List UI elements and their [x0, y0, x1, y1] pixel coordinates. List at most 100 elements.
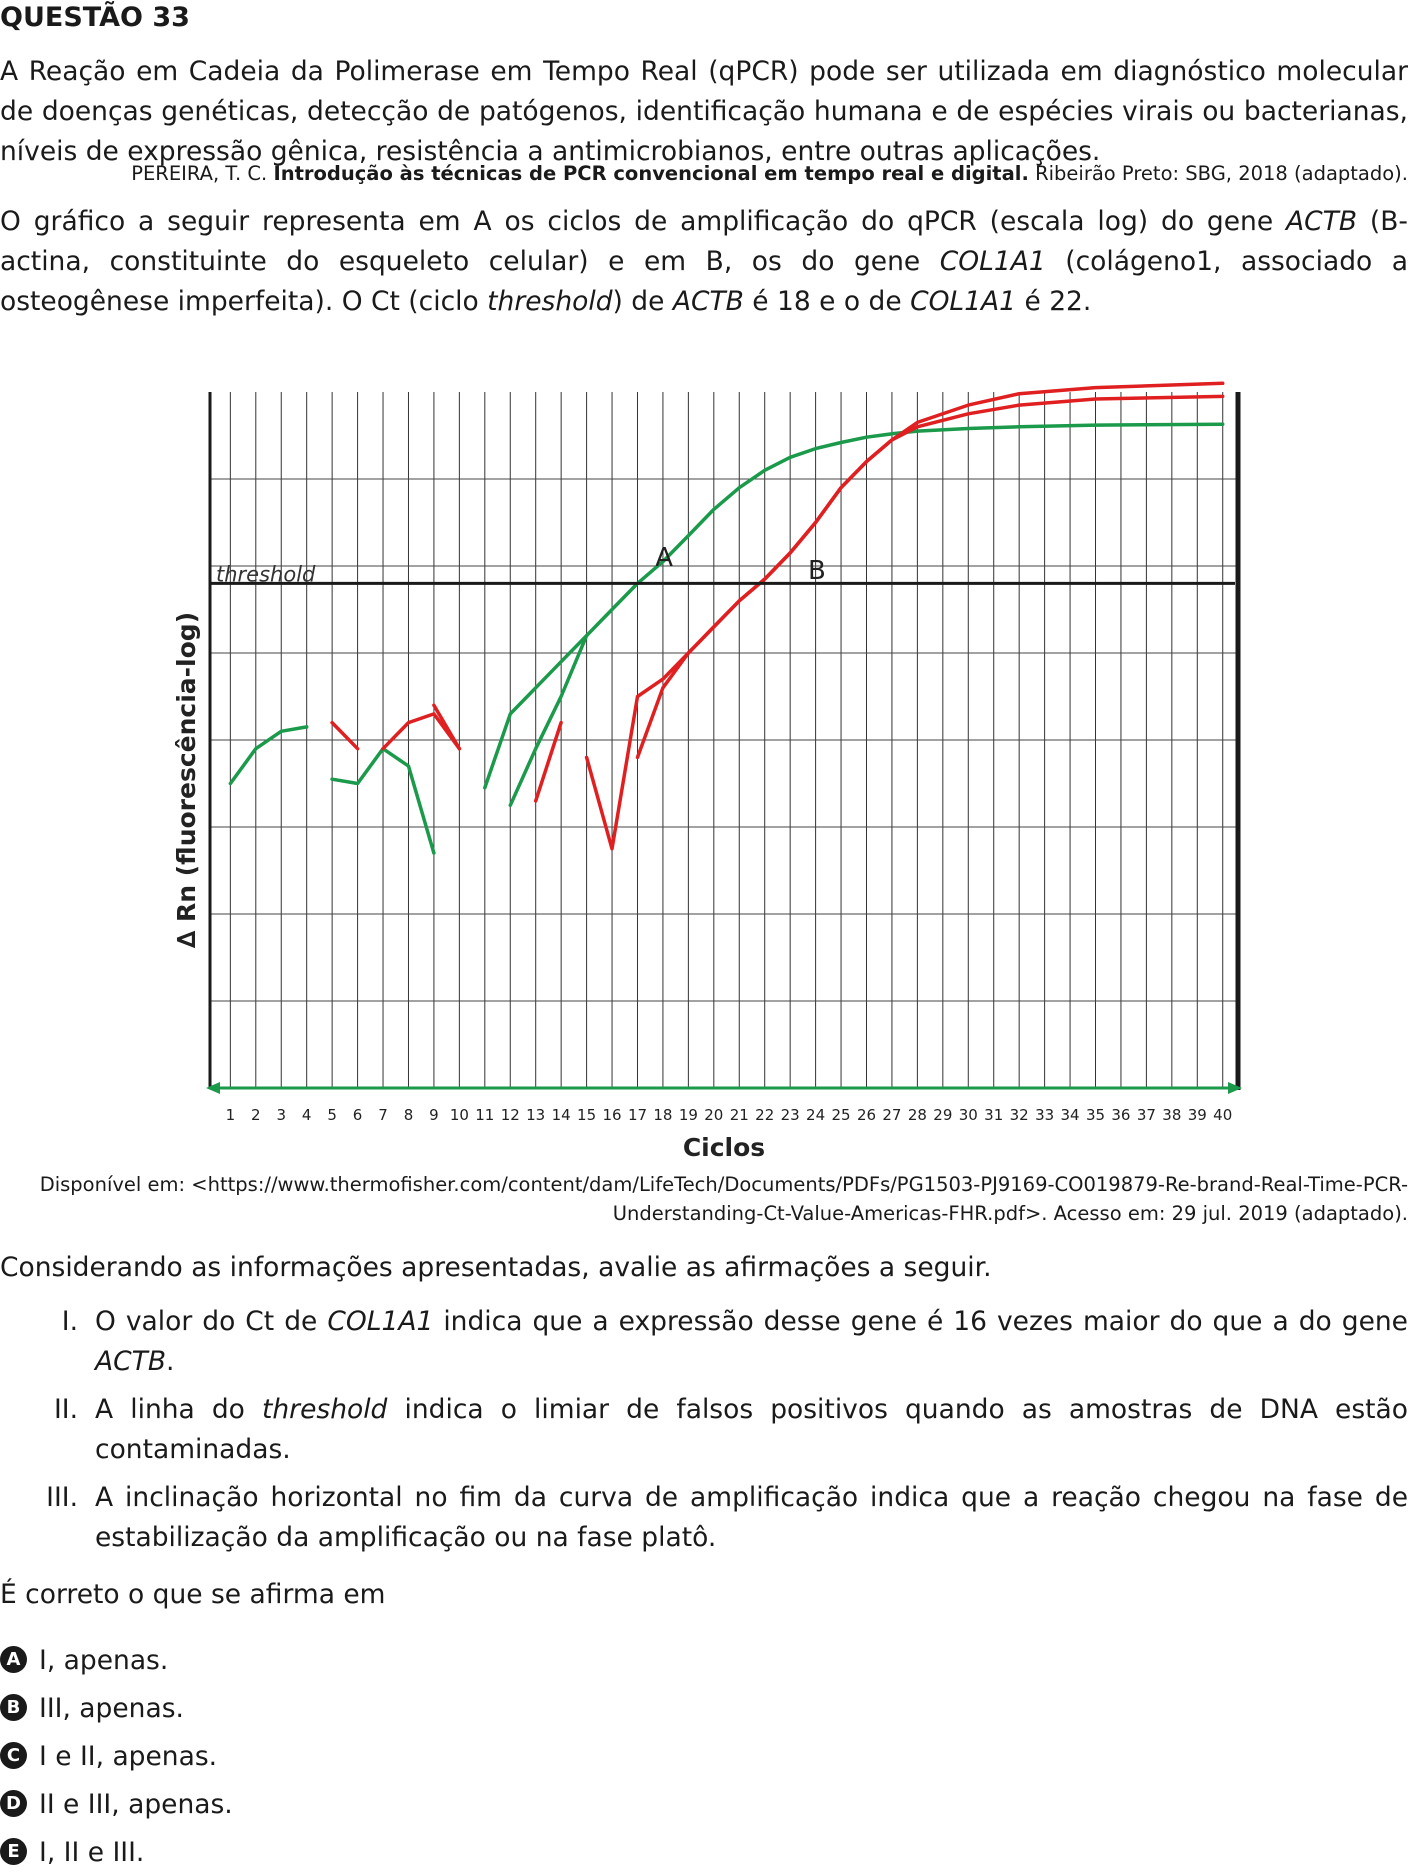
series-b-line — [584, 381, 1225, 851]
annotation-a: A — [655, 543, 673, 573]
x-tick-label: 11 — [475, 1106, 494, 1124]
statement-text-part: threshold — [262, 1394, 388, 1425]
series-b-line — [330, 720, 360, 751]
x-tick-label: 7 — [378, 1106, 388, 1124]
series-a-line — [228, 725, 309, 786]
statement-text-part: A linha do — [95, 1394, 262, 1425]
threshold-label: threshold — [216, 562, 316, 586]
option-letter-badge: B — [0, 1694, 27, 1721]
x-tick-label: 34 — [1061, 1106, 1080, 1124]
statement-text-part: ACTB — [95, 1346, 166, 1377]
chart-ticks: 1 2 3 4 5 6 7 8 9 10 11 12 13 14 15 16 17 18 19 20 21 22 23 24 2… — [226, 1106, 1233, 1124]
option-e[interactable]: E I, II e III. — [0, 1833, 144, 1873]
x-tick-label: 15 — [577, 1106, 596, 1124]
intro-paragraph: A Reação em Cadeia da Polimerase em Temp… — [0, 56, 1408, 167]
y-axis-label: ∆ Rn (fluorescência-log) — [172, 612, 201, 948]
option-letter-badge: A — [0, 1646, 27, 1673]
option-letter-badge: D — [0, 1790, 27, 1817]
chart-series — [228, 381, 1225, 855]
statement-text-part: COL1A1 — [327, 1306, 434, 1337]
annotation-b: B — [808, 556, 826, 586]
option-text: I e II, apenas. — [39, 1741, 218, 1772]
chart-grid — [210, 392, 1238, 1088]
x-tick-label: 10 — [450, 1106, 469, 1124]
x-tick-label: 30 — [959, 1106, 978, 1124]
statement-text-part: indica o limiar de falsos positivos quan… — [95, 1394, 1408, 1465]
x-tick-label: 4 — [302, 1106, 312, 1124]
x-tick-label: 35 — [1086, 1106, 1105, 1124]
statement-text-part: . — [166, 1346, 175, 1377]
series-b-line — [635, 394, 1225, 760]
x-tick-label: 28 — [908, 1106, 927, 1124]
x-tick-label: 16 — [602, 1106, 621, 1124]
source-title: Introdução às técnicas de PCR convencion… — [273, 162, 1029, 185]
series-b-line — [432, 703, 462, 751]
x-tick-label: 14 — [552, 1106, 571, 1124]
statement-text-part: indica que a expressão desse gene é 16 v… — [433, 1306, 1408, 1337]
qpcr-chart: 1 2 3 4 5 6 7 8 9 10 11 12 13 14 15 16 17 18 19 20 21 22 23 24 2… — [172, 381, 1242, 1160]
x-tick-label: 40 — [1213, 1106, 1232, 1124]
series-a-line — [483, 422, 1225, 790]
option-a[interactable]: A I, apenas. — [0, 1641, 168, 1681]
gene-col1a1: COL1A1 — [939, 246, 1046, 277]
gene-col1a1: COL1A1 — [910, 286, 1017, 317]
x-tick-label: 27 — [882, 1106, 901, 1124]
x-tick-label: 8 — [404, 1106, 414, 1124]
x-tick-label: 18 — [653, 1106, 672, 1124]
option-text: I, apenas. — [39, 1645, 169, 1676]
x-tick-label: 20 — [704, 1106, 723, 1124]
graph-desc-text-3: (colágeno1, associado a osteogênese impe… — [0, 246, 1409, 317]
x-tick-label: 33 — [1035, 1106, 1054, 1124]
x-axis-arrow-right — [1228, 1082, 1242, 1094]
option-text: III, apenas. — [39, 1693, 184, 1724]
x-tick-label: 23 — [781, 1106, 800, 1124]
x-tick-label: 29 — [933, 1106, 952, 1124]
statement-number: I. — [61, 1306, 78, 1337]
x-tick-label: 6 — [353, 1106, 363, 1124]
x-tick-label: 39 — [1188, 1106, 1207, 1124]
x-tick-label: 38 — [1162, 1106, 1181, 1124]
graph-desc-text-1: O gráfico a seguir representa em A os ci… — [0, 206, 1287, 237]
x-tick-label: 25 — [832, 1106, 851, 1124]
gene-actb: ACTB — [1286, 206, 1358, 237]
available-at: Disponível em: <https://www.thermofisher… — [39, 1173, 1408, 1225]
x-tick-label: 32 — [1010, 1106, 1029, 1124]
statement-2: II. A linha do threshold indica o limiar … — [0, 1390, 1410, 1472]
x-tick-label: 22 — [755, 1106, 774, 1124]
graph-desc-text-2: (B-actina, constituinte do esqueleto cel… — [0, 206, 1408, 277]
statement-text-part: A inclinação horizontal no fim da curva … — [95, 1482, 1408, 1553]
x-tick-label: 19 — [679, 1106, 698, 1124]
x-tick-label: 31 — [984, 1106, 1003, 1124]
question-title: QUESTÃO 33 — [0, 2, 190, 33]
statement-1: I. O valor do Ct de COL1A1 indica que a e… — [0, 1302, 1410, 1384]
x-tick-label: 26 — [857, 1106, 876, 1124]
x-tick-label: 24 — [806, 1106, 825, 1124]
statement-text: A inclinação horizontal no fim da curva … — [95, 1478, 1408, 1558]
x-tick-label: 3 — [276, 1106, 286, 1124]
series-a-line — [508, 633, 589, 808]
option-letter-badge: E — [0, 1838, 27, 1865]
x-tick-label: 13 — [526, 1106, 545, 1124]
source-suffix: Ribeirão Preto: SBG, 2018 (adaptado). — [1028, 162, 1408, 185]
x-tick-label: 2 — [251, 1106, 261, 1124]
option-b[interactable]: B III, apenas. — [0, 1689, 184, 1729]
consider-text: Considerando as informações apresentadas… — [0, 1252, 992, 1283]
series-b-line — [381, 712, 462, 751]
statement-text: O valor do Ct de COL1A1 indica que a exp… — [95, 1302, 1408, 1382]
option-d[interactable]: D II e III, apenas. — [0, 1785, 233, 1825]
gene-actb: ACTB — [672, 286, 744, 317]
statement-text-part: O valor do Ct de — [95, 1306, 328, 1337]
statement-number: III. — [46, 1482, 78, 1513]
option-letter-badge: C — [0, 1742, 27, 1769]
x-tick-label: 37 — [1137, 1106, 1156, 1124]
x-tick-label: 21 — [730, 1106, 749, 1124]
graph-description: O gráfico a seguir representa em A os ci… — [0, 202, 1408, 322]
option-text: I, II e III. — [39, 1837, 145, 1868]
source-citation: PEREIRA, T. C. Introdução às técnicas de… — [131, 162, 1408, 185]
option-text: II e III, apenas. — [39, 1789, 233, 1820]
x-tick-label: 12 — [501, 1106, 520, 1124]
statement-text: A linha do threshold indica o limiar de … — [95, 1390, 1408, 1470]
x-tick-label: 9 — [429, 1106, 439, 1124]
option-c[interactable]: C I e II, apenas. — [0, 1737, 217, 1777]
chart-axes — [206, 392, 1242, 1094]
